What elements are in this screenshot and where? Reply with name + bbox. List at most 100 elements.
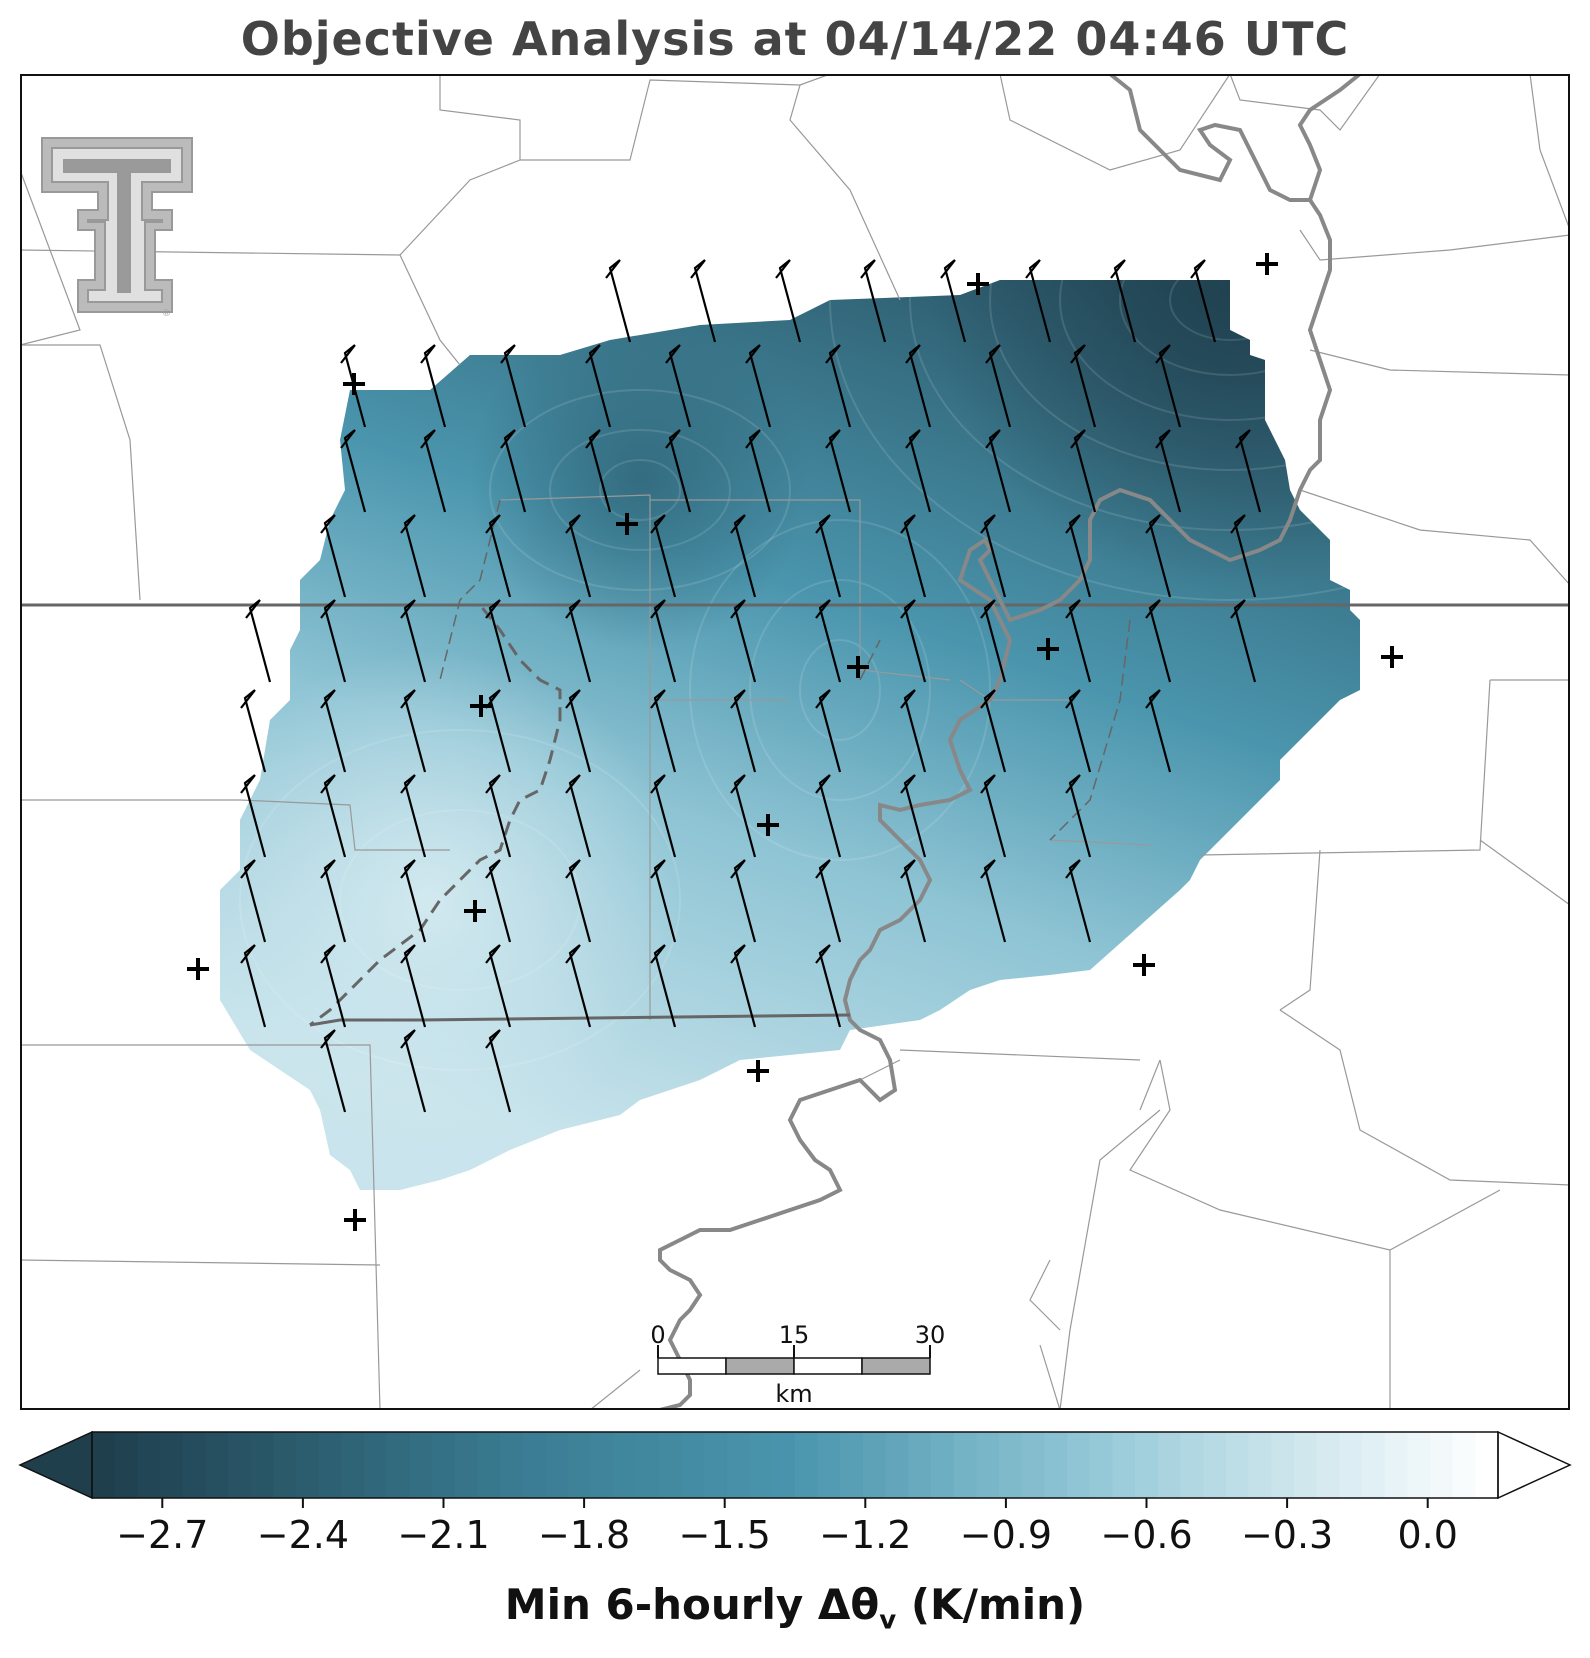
wind-barb [1070, 344, 1097, 428]
scale-tick-0: 0 [650, 1321, 665, 1349]
colorbar-cell [137, 1432, 161, 1498]
wind-barb [565, 944, 592, 1028]
colorbar-cell [114, 1432, 138, 1498]
wind-barb [240, 859, 267, 943]
colorbar-cell [341, 1432, 365, 1498]
wind-barb [420, 429, 447, 513]
wind-barb [565, 599, 592, 683]
colorbar-cell [545, 1432, 569, 1498]
colorbar-cell [863, 1432, 887, 1498]
wind-barb [650, 514, 677, 598]
wind-barb [1065, 514, 1092, 598]
colorbar-cell [386, 1432, 411, 1498]
wind-barb [665, 344, 692, 428]
colorbar-cell [1475, 1432, 1499, 1498]
colorbar-tick-label: 0.0 [1397, 1513, 1457, 1557]
wind-barb [320, 944, 347, 1028]
wind-barb [745, 344, 772, 428]
wind-barb [1230, 599, 1257, 683]
colorbar-cell [953, 1432, 978, 1498]
colorbar-cell [296, 1432, 320, 1498]
wind-barb [605, 259, 632, 343]
wind-barb [1145, 689, 1172, 773]
wind-barb [1145, 599, 1172, 683]
county-lines [20, 74, 1570, 1410]
colorbar-cell [1339, 1432, 1363, 1498]
scale-tick-15: 15 [779, 1321, 810, 1349]
station-marker [464, 900, 486, 922]
south-state-line [309, 1013, 851, 1027]
wind-barb [320, 1029, 347, 1113]
colorbar-cell [1044, 1432, 1068, 1498]
colorbar-cell [681, 1432, 705, 1498]
wind-barb [730, 774, 757, 858]
station-marker [747, 1060, 769, 1082]
colorbar-cell [885, 1432, 909, 1498]
colorbar-cell [500, 1432, 524, 1498]
wind-barb [485, 859, 512, 943]
colorbar-cell [160, 1432, 184, 1498]
colorbar-label-units: (K/min) [896, 1580, 1086, 1629]
station-marker [187, 958, 209, 980]
wind-barb [1065, 859, 1092, 943]
colorbar-label: Min 6-hourly Δθv (K/min) [0, 1580, 1590, 1635]
colorbar-tick-label: −1.8 [538, 1513, 630, 1557]
wind-barb [400, 944, 427, 1028]
colorbar-tick-label: −1.2 [819, 1513, 911, 1557]
colorbar-cell [1067, 1432, 1091, 1498]
wind-barb [980, 514, 1007, 598]
wind-barb [730, 514, 757, 598]
station-marker [1381, 646, 1403, 668]
colorbar-cell [590, 1432, 615, 1498]
scale-unit: km [775, 1380, 812, 1408]
wind-barb [245, 599, 272, 683]
colorbar-tick-label: −2.1 [397, 1513, 489, 1557]
colorbar-cell [1429, 1432, 1454, 1498]
colorbar-cell [999, 1432, 1023, 1498]
colorbar-cell [477, 1432, 501, 1498]
wind-barb [320, 514, 347, 598]
wind-barb [1110, 259, 1137, 343]
wind-barb [565, 689, 592, 773]
wind-barb [400, 1029, 427, 1113]
colorbar-cell [364, 1432, 388, 1498]
colorbar-tick-label: −0.6 [1100, 1513, 1192, 1557]
wind-barb [730, 859, 757, 943]
colorbar-cell [273, 1432, 297, 1498]
wind-barb [815, 599, 842, 683]
wind-barb [400, 689, 427, 773]
wind-barb [730, 944, 757, 1028]
wind-barb [340, 429, 367, 513]
colorbar-tick-label: −0.3 [1241, 1513, 1333, 1557]
colorbar-min-extend [18, 1430, 93, 1500]
wind-barb [1235, 429, 1262, 513]
wind-barb [730, 599, 757, 683]
colorbar-cell [658, 1432, 683, 1498]
wind-barb [1070, 429, 1097, 513]
colorbar-cell [1316, 1432, 1340, 1498]
station-marker [967, 273, 989, 295]
wind-barb [650, 859, 677, 943]
colorbar-cell [522, 1432, 547, 1498]
colorbar-cell [1112, 1432, 1136, 1498]
colorbar-cell [1203, 1432, 1227, 1498]
wind-barb [320, 859, 347, 943]
colorbar-tick-label: −1.5 [679, 1513, 771, 1557]
wind-barb [400, 514, 427, 598]
station-marker [470, 695, 492, 717]
colorbar-label-sub: v [879, 1605, 897, 1636]
wind-barb [500, 344, 527, 428]
station-marker [847, 656, 869, 678]
colorbar-cell [1293, 1432, 1318, 1498]
colorbar-cell [318, 1432, 343, 1498]
station-marker [344, 1209, 366, 1231]
wind-barb [860, 259, 887, 343]
scale-bar: 0 15 30 km [650, 1321, 945, 1408]
wind-barb [1025, 259, 1052, 343]
wind-barb [650, 774, 677, 858]
colorbar-cell [840, 1432, 864, 1498]
wind-barb [565, 514, 592, 598]
colorbar-cell [182, 1432, 206, 1498]
wind-barb [1155, 429, 1182, 513]
colorbar-cell [228, 1432, 252, 1498]
